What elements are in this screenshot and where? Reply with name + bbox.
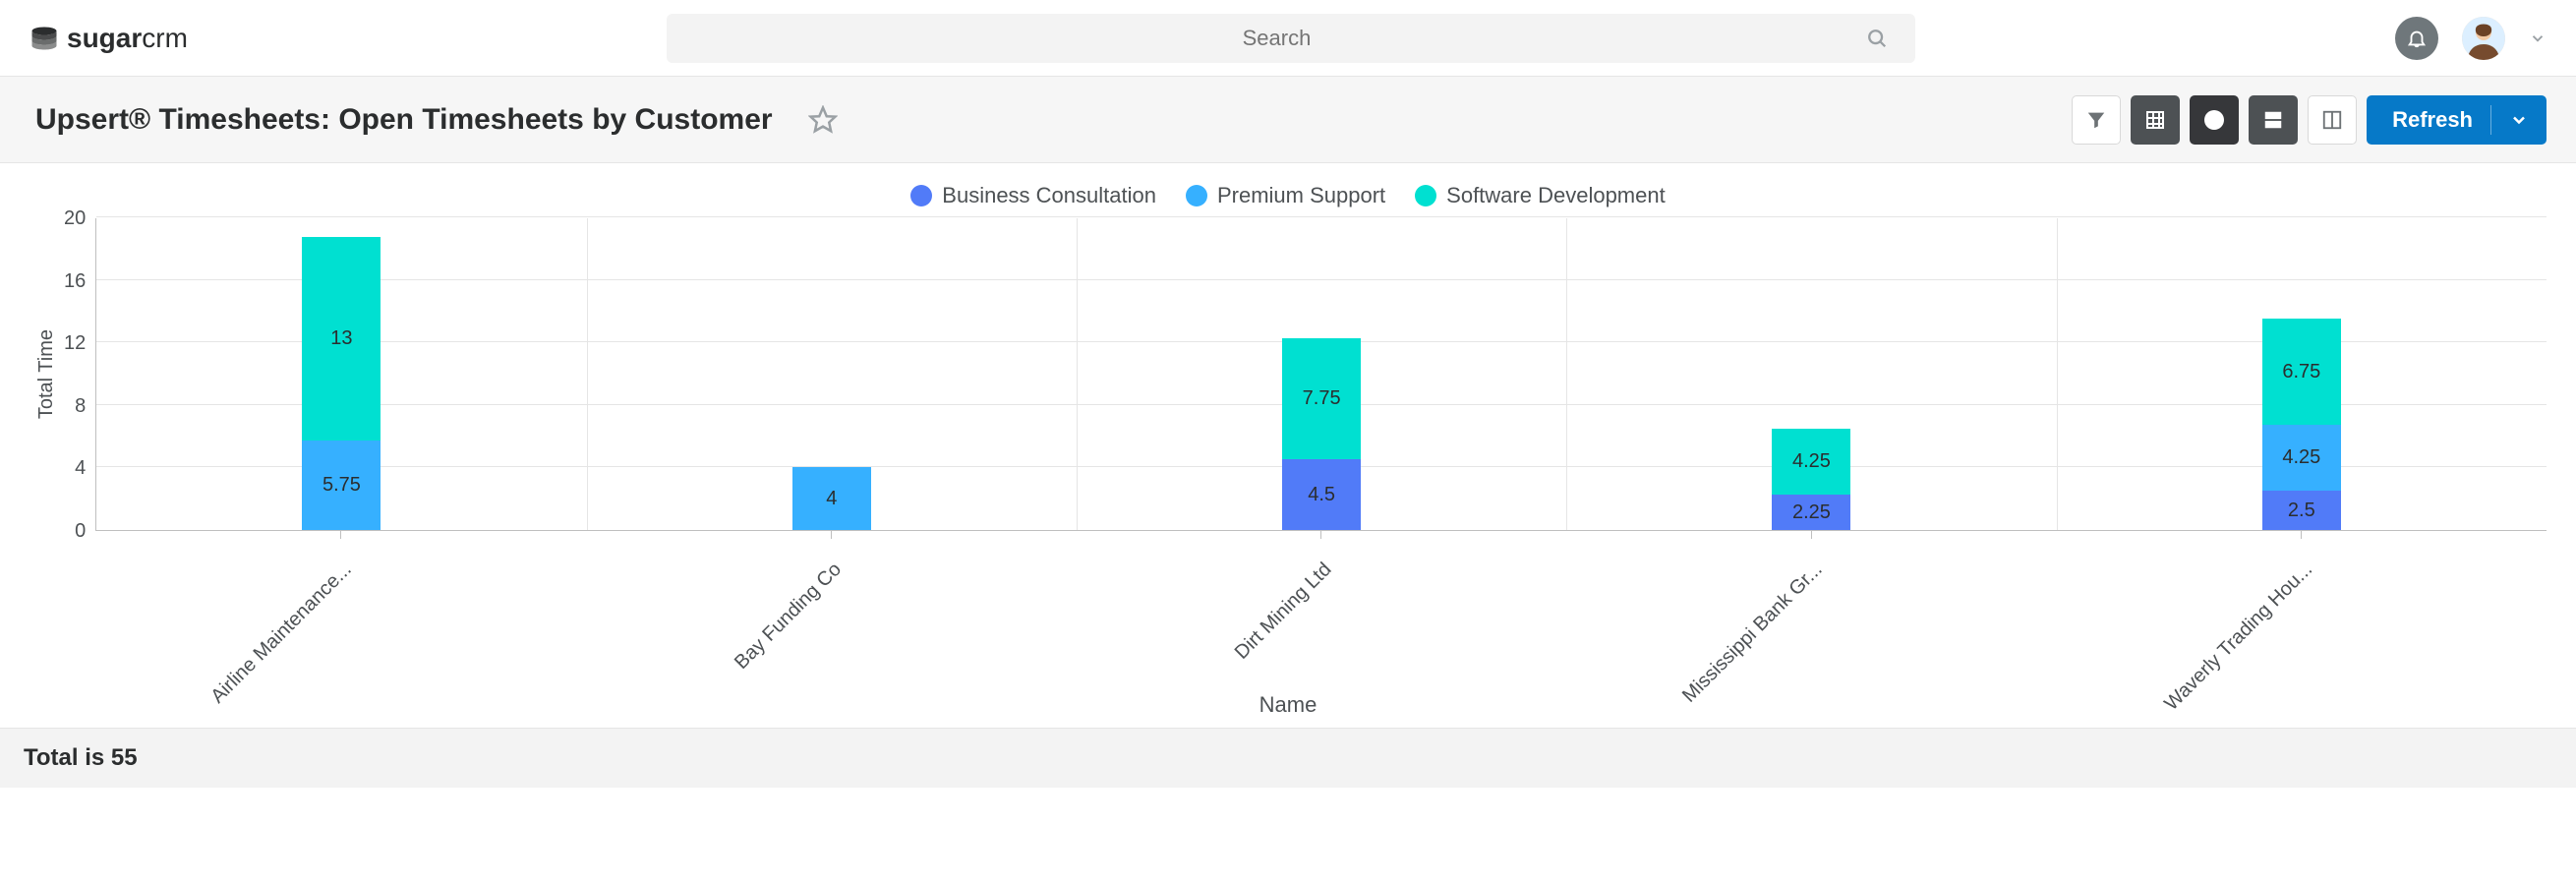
chevron-down-icon[interactable] <box>2509 110 2529 130</box>
refresh-separator <box>2490 105 2491 135</box>
table-icon <box>2143 108 2167 132</box>
page-title: Upsert® Timesheets: Open Timesheets by C… <box>35 103 773 137</box>
logo-icon <box>29 24 59 53</box>
bar-segment[interactable]: 5.75 <box>302 441 381 530</box>
x-tick-label: Dirt Mining Ltd <box>1231 559 1336 664</box>
user-avatar[interactable] <box>2462 17 2505 60</box>
chart-view-button[interactable] <box>2190 95 2239 145</box>
navbar-right <box>2395 17 2547 60</box>
legend-item[interactable]: Business Consultation <box>910 183 1156 208</box>
bar-segment[interactable]: 6.75 <box>2262 319 2341 424</box>
user-menu-caret[interactable] <box>2529 29 2547 47</box>
total-bar: Total is 55 <box>0 728 2576 788</box>
legend-label: Premium Support <box>1217 183 1385 208</box>
chart-plot: 5.751344.57.752.254.252.54.256.75 <box>95 218 2547 531</box>
bell-icon <box>2406 28 2428 49</box>
brand-logo[interactable]: sugarcrm <box>29 23 188 54</box>
bar-segment[interactable]: 7.75 <box>1282 338 1361 459</box>
favorite-button[interactable] <box>808 105 838 135</box>
legend-item[interactable]: Software Development <box>1415 183 1666 208</box>
bar-group[interactable]: 5.7513 <box>302 237 381 530</box>
search-icon[interactable] <box>1866 28 1888 49</box>
chart-legend: Business Consultation Premium Support Soft… <box>29 183 2547 208</box>
legend-swatch <box>1186 185 1207 206</box>
x-tick-label: Airline Maintenance... <box>206 559 356 708</box>
toolbar: Refresh <box>2072 95 2547 145</box>
legend-swatch <box>1415 185 1436 206</box>
pie-chart-icon <box>2202 108 2226 132</box>
page-subheader: Upsert® Timesheets: Open Timesheets by C… <box>0 77 2576 163</box>
brand-name: sugar <box>67 23 142 53</box>
bar-segment[interactable]: 4.5 <box>1282 459 1361 530</box>
bar-group[interactable]: 4.57.75 <box>1282 338 1361 530</box>
legend-swatch <box>910 185 932 206</box>
x-tick-label: Bay Funding Co <box>731 559 847 675</box>
chevron-down-icon <box>2529 29 2547 47</box>
star-icon <box>808 105 838 135</box>
bar-segment[interactable]: 2.25 <box>1772 495 1850 530</box>
notifications-button[interactable] <box>2395 17 2438 60</box>
split-view-button[interactable] <box>2249 95 2298 145</box>
y-axis-label: Total Time <box>29 329 64 419</box>
bar-segment[interactable]: 4.25 <box>2262 425 2341 492</box>
table-view-button[interactable] <box>2131 95 2180 145</box>
bar-segment[interactable]: 4.25 <box>1772 429 1850 496</box>
chart-wrap: Total Time 201612840 5.751344.57.752.254… <box>29 218 2547 531</box>
x-axis-ticks: Airline Maintenance...Bay Funding CoDirt… <box>95 531 2547 698</box>
y-axis: 201612840 <box>64 218 95 531</box>
x-tick-label: Mississippi Bank Gr... <box>1678 559 1827 707</box>
refresh-button[interactable]: Refresh <box>2367 95 2547 145</box>
legend-label: Business Consultation <box>942 183 1156 208</box>
legend-label: Software Development <box>1446 183 1666 208</box>
avatar-icon <box>2462 17 2505 60</box>
search-input[interactable] <box>667 14 1915 63</box>
bar-group[interactable]: 4 <box>792 467 871 530</box>
bar-group[interactable]: 2.54.256.75 <box>2262 319 2341 530</box>
total-label: Total is 55 <box>24 744 138 771</box>
split-icon <box>2262 109 2284 131</box>
columns-button[interactable] <box>2308 95 2357 145</box>
legend-item[interactable]: Premium Support <box>1186 183 1385 208</box>
bar-segment[interactable]: 2.5 <box>2262 491 2341 530</box>
filter-button[interactable] <box>2072 95 2121 145</box>
filter-icon <box>2085 109 2107 131</box>
x-tick-label: Waverly Trading Hou... <box>2160 559 2317 716</box>
bar-segment[interactable]: 4 <box>792 467 871 530</box>
brand-suffix: crm <box>142 23 188 53</box>
search-wrap <box>188 14 2395 63</box>
chart-area: Business Consultation Premium Support Soft… <box>0 163 2576 728</box>
refresh-label: Refresh <box>2392 107 2473 133</box>
bar-group[interactable]: 2.254.25 <box>1772 429 1850 530</box>
top-navbar: sugarcrm <box>0 0 2576 77</box>
columns-icon <box>2321 109 2343 131</box>
bar-segment[interactable]: 13 <box>302 237 381 441</box>
